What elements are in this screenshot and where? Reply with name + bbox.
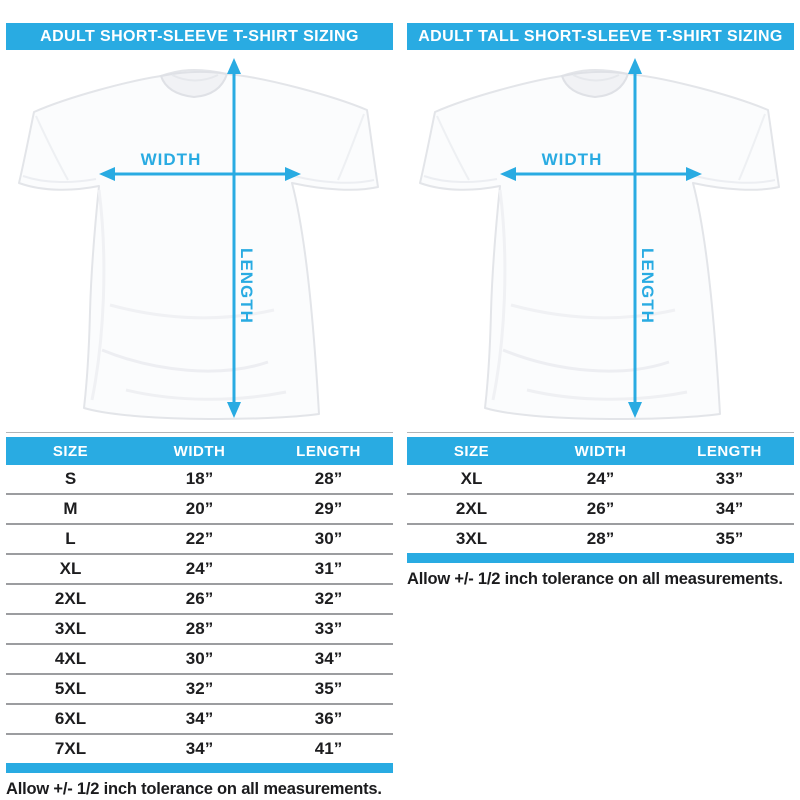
tshirt-illustration	[18, 58, 379, 420]
table-row: 2XL 26” 32”	[6, 583, 393, 614]
length-measure-label: LENGTH	[237, 248, 256, 324]
length-cell: 41”	[264, 733, 393, 763]
col-header-size: SIZE	[6, 437, 135, 465]
length-cell: 34”	[665, 493, 794, 524]
size-cell: XL	[6, 553, 135, 584]
panel-adult-tall: ADULT TALL SHORT-SLEEVE T-SHIRT SIZING	[407, 23, 794, 799]
size-cell: 6XL	[6, 703, 135, 734]
tshirt-illustration	[419, 58, 780, 420]
width-arrow	[500, 167, 702, 181]
panel-adult: ADULT SHORT-SLEEVE T-SHIRT SIZING	[6, 23, 393, 799]
width-cell: 26”	[536, 493, 665, 524]
table-row: 7XL 34” 41”	[6, 733, 393, 763]
tolerance-note: Allow +/- 1/2 inch tolerance on all meas…	[6, 780, 382, 798]
width-cell: 20”	[135, 493, 264, 524]
width-measure-label: WIDTH	[140, 150, 202, 169]
panel-title-adult: ADULT SHORT-SLEEVE T-SHIRT SIZING	[6, 23, 393, 50]
table-row: 6XL 34” 36”	[6, 703, 393, 734]
table-header-row: SIZE WIDTH LENGTH	[407, 437, 794, 465]
size-cell: 2XL	[407, 493, 536, 524]
table-row: 4XL 30” 34”	[6, 643, 393, 674]
size-cell: 2XL	[6, 583, 135, 614]
length-cell: 28”	[314, 469, 343, 488]
tshirt-shape	[18, 68, 379, 420]
length-cell: 35”	[264, 673, 393, 704]
length-arrow	[628, 58, 642, 418]
width-cell: 18”	[185, 469, 214, 488]
width-cell: 28”	[536, 523, 665, 553]
table-header-row: SIZE WIDTH LENGTH	[6, 437, 393, 465]
length-cell: 33”	[715, 469, 744, 488]
sizing-table-adult: SIZE WIDTH LENGTH S 18” 28” M 20”	[6, 437, 393, 763]
table-row: 3XL 28” 35”	[407, 523, 794, 553]
sizing-table-adult-tall: SIZE WIDTH LENGTH XL 24” 33” 2XL 26”	[407, 437, 794, 553]
width-cell: 22”	[135, 523, 264, 554]
table-bottom-bar	[407, 553, 794, 563]
width-cell: 34”	[135, 703, 264, 734]
col-header-width: WIDTH	[536, 437, 665, 465]
table-row: M 20” 29”	[6, 493, 393, 524]
col-header-size: SIZE	[407, 437, 536, 465]
length-cell: 33”	[264, 613, 393, 644]
tolerance-note: Allow +/- 1/2 inch tolerance on all meas…	[407, 570, 783, 588]
table-row: L 22” 30”	[6, 523, 393, 554]
width-cell: 24”	[135, 553, 264, 584]
width-cell: 32”	[135, 673, 264, 704]
table-bottom-bar	[6, 763, 393, 773]
table-row: 5XL 32” 35”	[6, 673, 393, 704]
table-row: 3XL 28” 33”	[6, 613, 393, 644]
width-cell: 28”	[135, 613, 264, 644]
table-row: S 18” 28”	[6, 465, 393, 494]
length-cell: 30”	[264, 523, 393, 554]
table-top-divider	[6, 432, 393, 433]
size-cell: XL	[460, 469, 483, 488]
size-cell: 4XL	[6, 643, 135, 674]
width-arrow	[99, 167, 301, 181]
size-cell: 3XL	[407, 523, 536, 553]
table-row: XL 24” 33”	[407, 465, 794, 494]
col-header-width: WIDTH	[135, 437, 264, 465]
length-cell: 34”	[264, 643, 393, 674]
width-cell: 24”	[586, 469, 615, 488]
shirt-diagram-adult: WIDTH LENGTH	[6, 50, 393, 432]
size-cell: 7XL	[6, 733, 135, 763]
length-measure-label: LENGTH	[638, 248, 657, 324]
table-row: XL 24” 31”	[6, 553, 393, 584]
tshirt-shape	[419, 68, 780, 420]
length-cell: 31”	[264, 553, 393, 584]
length-arrow	[227, 58, 241, 418]
width-cell: 30”	[135, 643, 264, 674]
col-header-length: LENGTH	[264, 437, 393, 465]
length-cell: 32”	[264, 583, 393, 614]
size-cell: 3XL	[6, 613, 135, 644]
size-cell: M	[6, 493, 135, 524]
width-cell: 34”	[135, 733, 264, 763]
panel-title-adult-tall: ADULT TALL SHORT-SLEEVE T-SHIRT SIZING	[407, 23, 794, 50]
size-cell: S	[64, 469, 77, 488]
length-cell: 29”	[264, 493, 393, 524]
length-cell: 36”	[264, 703, 393, 734]
size-cell: 5XL	[6, 673, 135, 704]
length-cell: 35”	[665, 523, 794, 553]
size-cell: L	[6, 523, 135, 554]
width-measure-label: WIDTH	[541, 150, 603, 169]
table-top-divider	[407, 432, 794, 433]
shirt-diagram-adult-tall: WIDTH LENGTH	[407, 50, 794, 432]
width-cell: 26”	[135, 583, 264, 614]
col-header-length: LENGTH	[665, 437, 794, 465]
table-row: 2XL 26” 34”	[407, 493, 794, 524]
